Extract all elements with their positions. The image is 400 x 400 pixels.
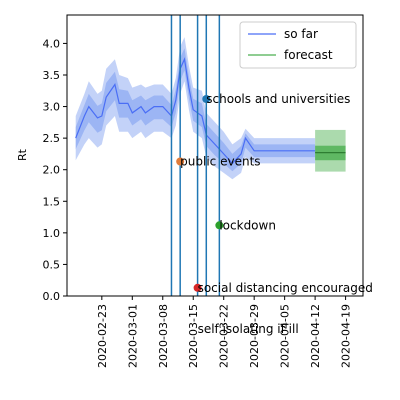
confidence-bands <box>75 37 346 180</box>
x-tick-label: 2020-04-05 <box>279 304 292 368</box>
y-axis: 0.0 0.5 1.0 1.5 2.0 2.5 3.0 3.5 4.0 <box>43 37 67 303</box>
x-tick-label: 2020-03-15 <box>187 304 200 368</box>
event-marker <box>193 283 202 292</box>
y-axis-label: Rt <box>16 148 29 161</box>
x-tick-label: 2020-02-23 <box>96 304 109 368</box>
event-label: social distancing encouraged <box>198 281 373 295</box>
x-tick-label: 2020-03-08 <box>157 304 170 368</box>
legend: so far forecast <box>239 21 357 69</box>
y-tick-label: 3.5 <box>43 69 61 82</box>
y-tick-label: 3.0 <box>43 101 61 114</box>
y-tick-label: 2.0 <box>43 164 61 177</box>
y-tick-label: 0.0 <box>43 290 61 303</box>
legend-label: so far <box>284 27 318 41</box>
event-label: self isolating if ill <box>198 322 299 336</box>
so-far-inner-band <box>75 48 316 172</box>
intervention-lines <box>170 15 221 296</box>
x-tick-label: 2020-03-01 <box>126 304 139 368</box>
event-marker <box>176 157 185 166</box>
y-tick-label: 4.0 <box>43 37 61 50</box>
series-lines <box>75 57 346 165</box>
so-far-line <box>75 57 316 165</box>
event-marker <box>202 94 211 103</box>
y-tick-label: 1.5 <box>43 195 61 208</box>
x-tick-label: 2020-03-29 <box>248 304 261 368</box>
event-annotations: public events schools and universities loc… <box>176 92 373 336</box>
y-tick-label: 2.5 <box>43 132 61 145</box>
legend-label: forecast <box>284 48 333 62</box>
y-tick-label: 0.5 <box>43 258 61 271</box>
event-label: schools and universities <box>206 92 350 106</box>
plot-frame <box>66 14 364 297</box>
event-marker <box>215 221 224 230</box>
event-label: public events <box>180 154 260 168</box>
x-axis: 2020-02-23 2020-03-01 2020-03-08 2020-03-15… <box>96 296 353 368</box>
x-tick-label: 2020-04-12 <box>309 304 322 368</box>
event-label: lockdown <box>219 218 276 232</box>
x-tick-label: 2020-04-19 <box>340 304 353 368</box>
y-tick-label: 1.0 <box>43 227 61 240</box>
x-tick-label: 2020-03-22 <box>218 304 231 368</box>
